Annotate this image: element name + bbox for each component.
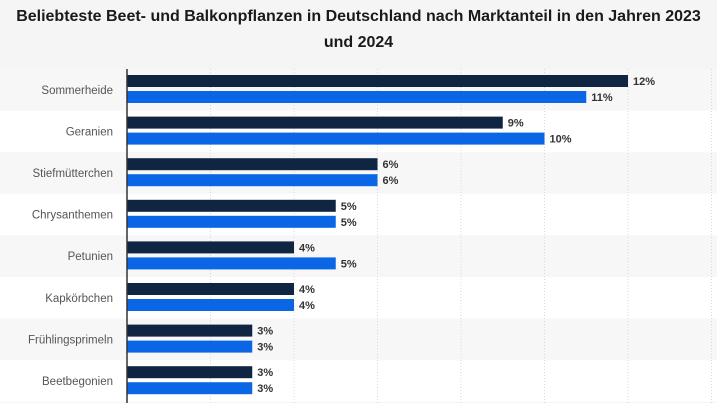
row-band [0, 318, 717, 361]
data-label: 3% [257, 342, 273, 354]
bar [127, 257, 336, 270]
chart-title: Beliebteste Beet- und Balkonpflanzen in … [16, 8, 701, 51]
data-label: 3% [257, 383, 273, 395]
bar [127, 366, 253, 379]
category-label: Frühlingsprimeln [28, 334, 113, 346]
bar [127, 241, 294, 254]
data-label: 5% [341, 217, 357, 229]
data-label: 5% [341, 201, 357, 213]
bar [127, 340, 253, 353]
data-label: 5% [341, 258, 357, 270]
data-label: 4% [299, 284, 315, 296]
data-label: 9% [508, 118, 524, 130]
data-label: 12% [633, 76, 655, 88]
data-label: 10% [550, 134, 572, 146]
data-label: 6% [383, 159, 399, 171]
category-label: Chrysanthemen [32, 210, 113, 222]
data-label: 11% [591, 92, 613, 104]
data-label: 3% [257, 326, 273, 338]
data-label: 4% [299, 242, 315, 254]
bar [127, 283, 294, 295]
bar [127, 174, 378, 187]
bar [127, 215, 336, 228]
category-label: Beetbegonien [42, 376, 113, 388]
category-label: Sommerheide [41, 85, 113, 97]
bar [127, 75, 628, 87]
bar [127, 324, 253, 337]
bar [127, 382, 253, 395]
row-band [0, 193, 717, 236]
bar [127, 299, 294, 311]
bar [127, 158, 378, 171]
category-label: Petunien [68, 251, 113, 263]
row-band [0, 235, 717, 277]
bar [127, 116, 503, 129]
row-band [0, 277, 717, 319]
category-label: Kapkörbchen [45, 293, 113, 305]
data-label: 6% [383, 175, 399, 187]
bar [127, 132, 545, 145]
bar [127, 91, 587, 103]
data-label: 3% [257, 367, 273, 379]
bar [127, 199, 336, 212]
category-label: Geranien [66, 126, 113, 138]
row-band [0, 360, 717, 402]
data-label: 4% [299, 300, 315, 312]
category-label: Stiefmütterchen [32, 168, 113, 180]
